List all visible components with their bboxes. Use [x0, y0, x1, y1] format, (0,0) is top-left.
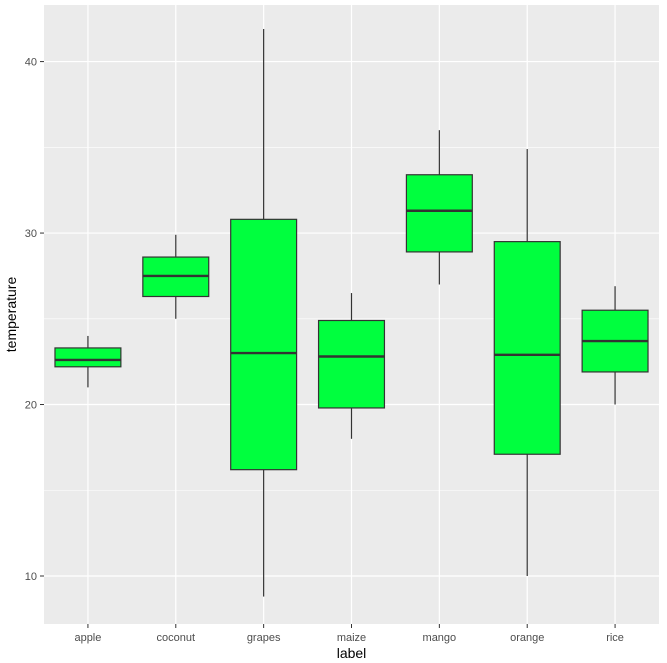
- x-tick-label-coconut: coconut: [157, 632, 196, 644]
- x-tick-label-maize: maize: [337, 632, 366, 644]
- boxes: [54, 29, 649, 597]
- y-tick-label: 30: [25, 228, 37, 240]
- box-orange: [493, 149, 561, 576]
- box-iqr: [230, 218, 298, 471]
- box-maize: [317, 293, 386, 439]
- x-axis-ticks: apple coconut grapes maize mango orange rice: [74, 624, 624, 644]
- box-iqr: [405, 174, 473, 253]
- box-rice: [581, 286, 649, 405]
- box-grapes: [230, 29, 298, 597]
- x-axis-title: label: [337, 645, 367, 661]
- box-mango: [405, 130, 473, 285]
- y-tick-label: 10: [25, 571, 37, 583]
- x-tick-label-rice: rice: [606, 632, 624, 644]
- box-iqr: [493, 241, 561, 455]
- x-tick-label-orange: orange: [510, 632, 544, 644]
- x-tick-label-grapes: grapes: [247, 632, 281, 644]
- y-tick-label: 20: [25, 400, 37, 412]
- y-axis-ticks: 10 20 30 40: [25, 57, 44, 583]
- box-iqr: [317, 319, 386, 409]
- x-tick-label-mango: mango: [423, 632, 457, 644]
- y-tick-label: 40: [25, 57, 37, 69]
- x-tick-label-apple: apple: [74, 632, 101, 644]
- box-apple: [54, 335, 122, 388]
- box-iqr: [54, 347, 122, 368]
- y-axis-title: temperature: [3, 277, 19, 353]
- box-coconut: [142, 234, 210, 319]
